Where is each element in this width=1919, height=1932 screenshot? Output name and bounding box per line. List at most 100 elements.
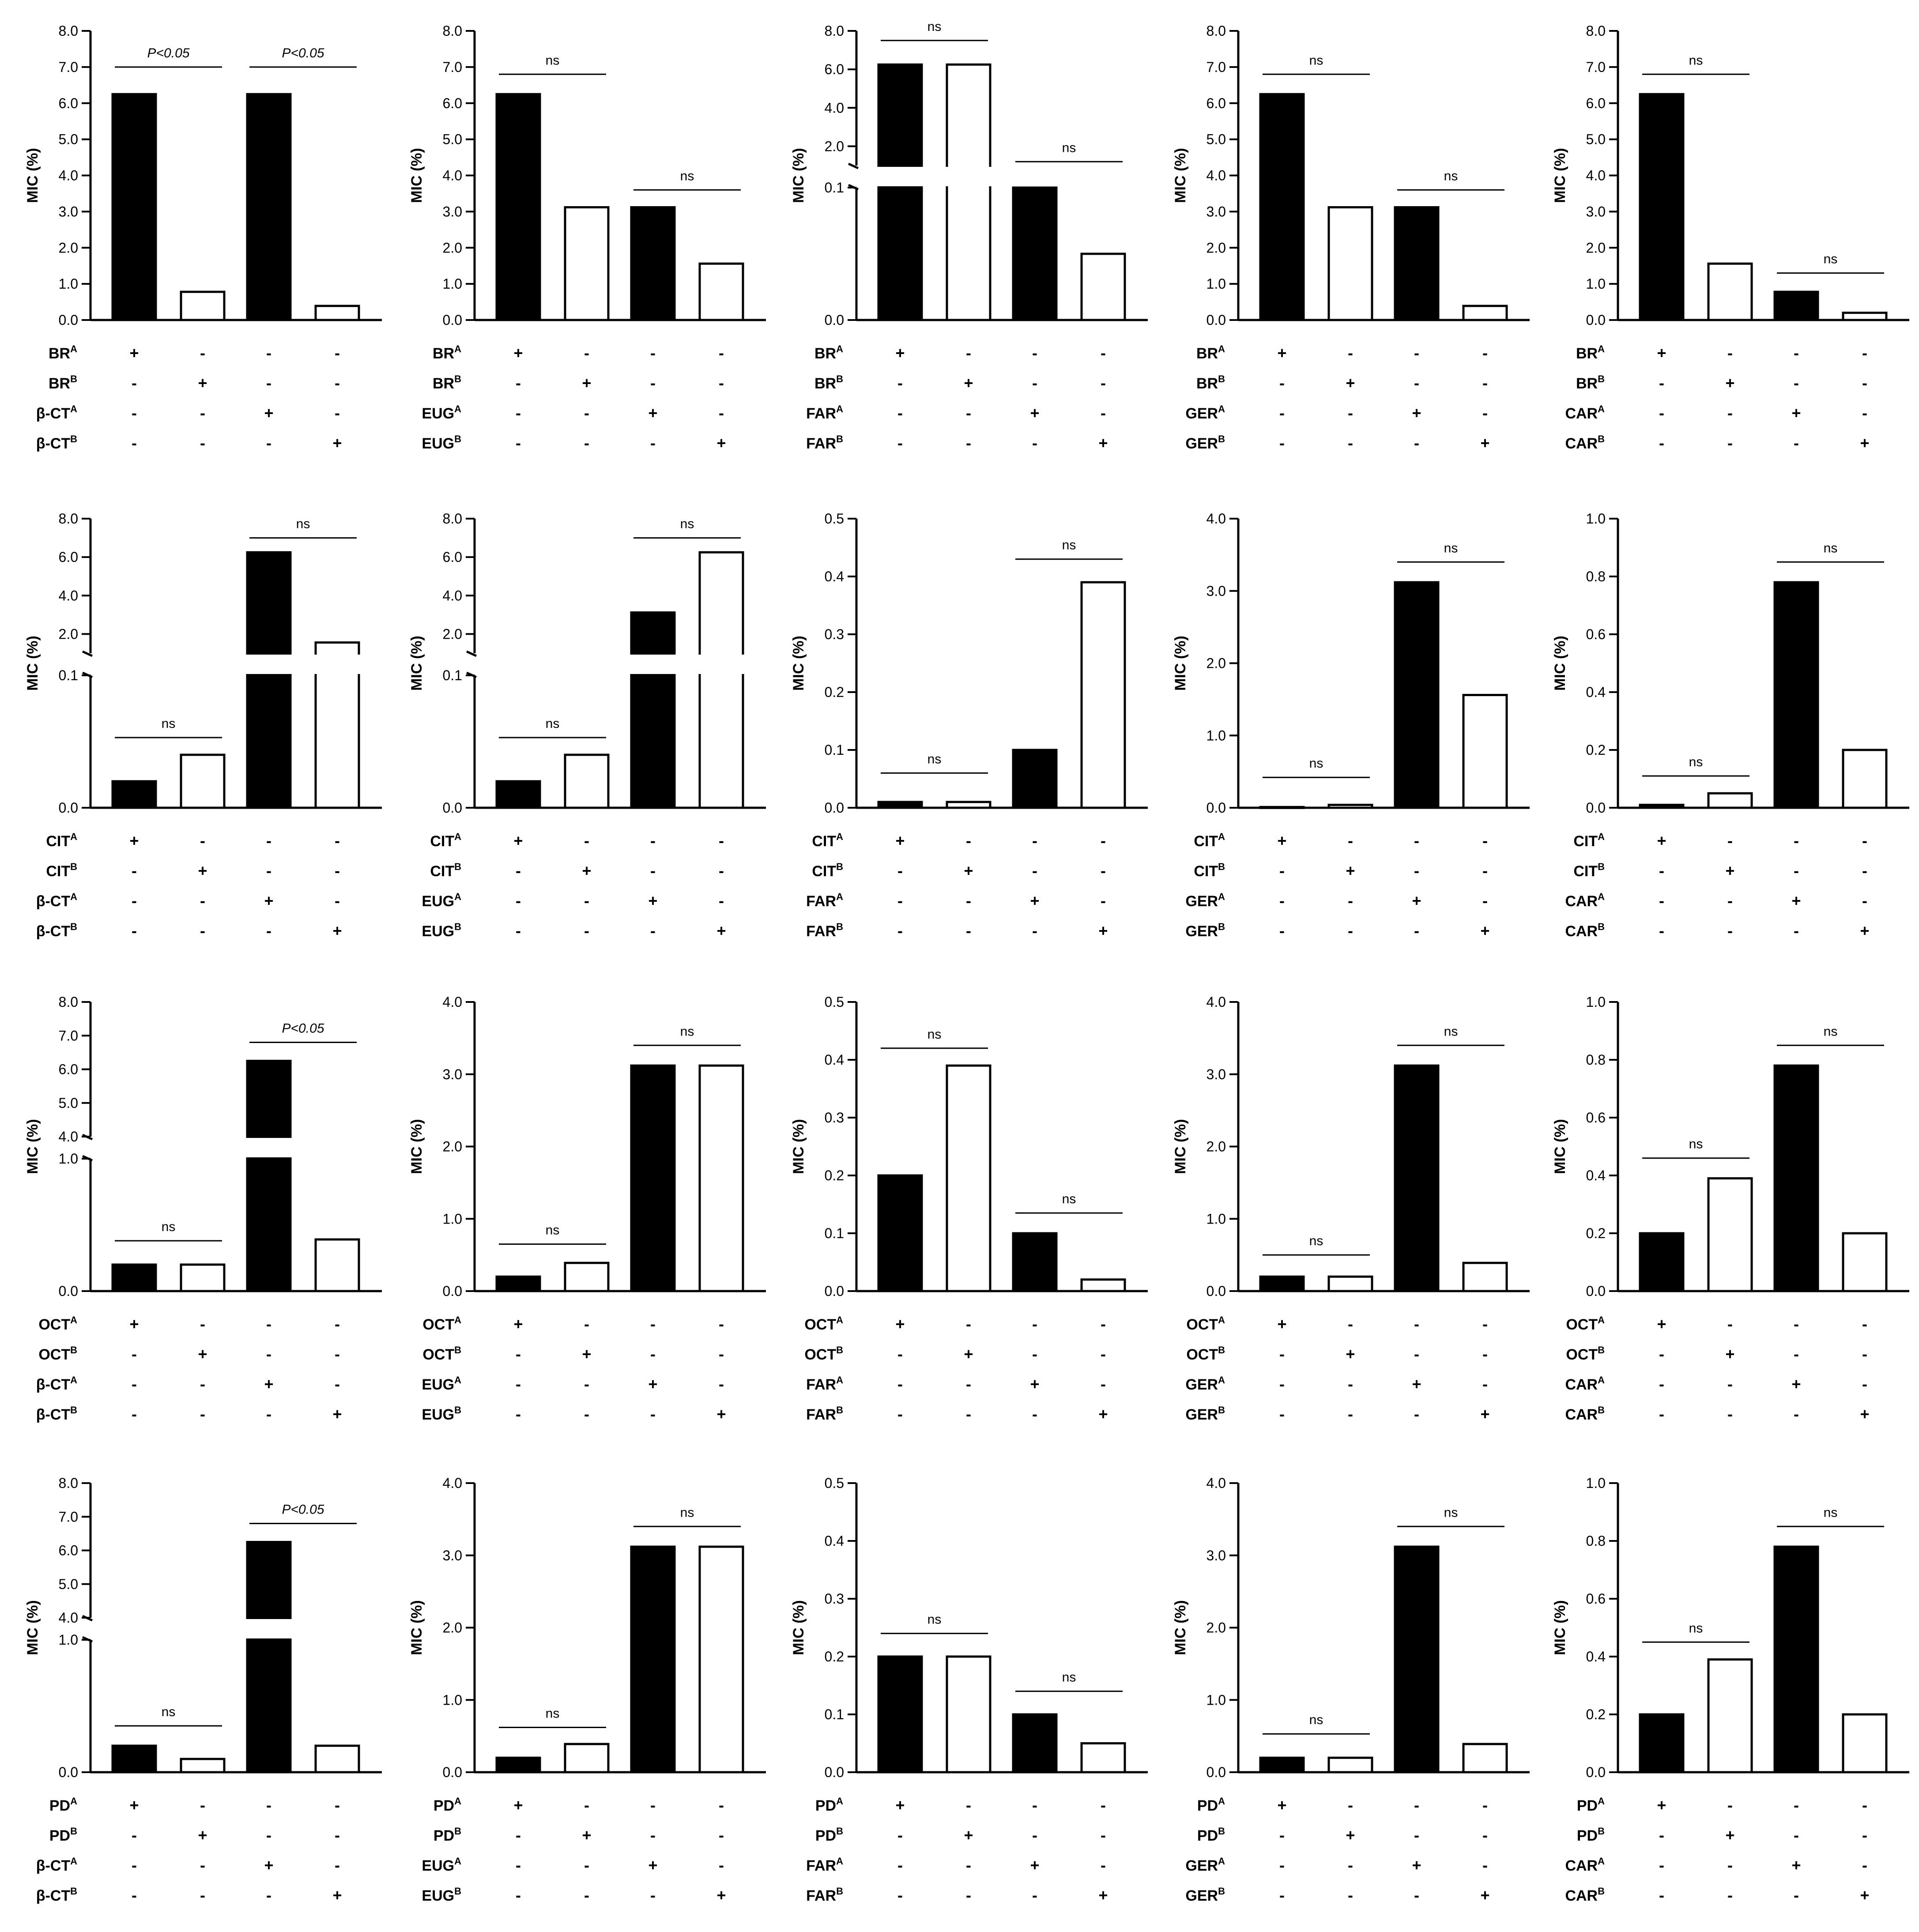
y-tick-label: 0.5 — [825, 1475, 844, 1491]
y-tick-label: 8.0 — [1206, 23, 1226, 39]
row-label: GERA — [1185, 1375, 1225, 1393]
significance-label: P<0.05 — [147, 46, 190, 60]
minus-sign: - — [1862, 404, 1867, 422]
row-label-superscript: A — [454, 1796, 461, 1807]
minus-sign: - — [1659, 1345, 1664, 1363]
minus-sign: - — [1279, 1856, 1285, 1874]
minus-sign: - — [1101, 1375, 1106, 1393]
row-label-superscript: B — [1218, 373, 1225, 384]
y-tick-label: 0.0 — [443, 800, 462, 816]
row-label-superscript: A — [836, 831, 843, 842]
plus-sign: + — [264, 1375, 273, 1393]
minus-sign: - — [132, 1345, 137, 1363]
minus-sign: - — [200, 892, 205, 910]
y-axis-label: MIC (%) — [1552, 1119, 1568, 1174]
y-tick-label: 0.1 — [825, 180, 844, 196]
row-label: β-CTB — [36, 921, 77, 940]
row-label: FARB — [806, 921, 843, 940]
bar — [1012, 186, 1058, 321]
row-label: CARB — [1565, 433, 1605, 452]
plus-sign: + — [1657, 832, 1666, 850]
bar — [111, 1744, 157, 1774]
significance-label: ns — [927, 1027, 942, 1042]
minus-sign: - — [584, 1886, 589, 1904]
y-tick-label: 0.0 — [59, 312, 78, 328]
row-label: PDA — [434, 1796, 461, 1814]
bar — [1394, 1545, 1440, 1774]
y-tick-label: 0.3 — [825, 1110, 844, 1126]
minus-sign: - — [1482, 862, 1488, 880]
row-label-superscript: B — [70, 861, 77, 872]
minus-sign: - — [1482, 832, 1488, 850]
y-tick-label: 0.4 — [1586, 1649, 1606, 1665]
row-label: FARA — [806, 891, 843, 910]
plus-sign: + — [648, 1375, 657, 1393]
y-tick-label: 5.0 — [1206, 132, 1226, 147]
bar — [1773, 290, 1819, 321]
row-label-superscript: B — [454, 373, 461, 384]
significance-label: P<0.05 — [282, 1021, 324, 1036]
plus-sign: + — [1480, 434, 1489, 452]
plus-sign: + — [964, 1345, 973, 1363]
minus-sign: - — [1101, 1826, 1106, 1844]
plus-sign: + — [129, 344, 139, 362]
y-tick-label: 1.0 — [443, 1692, 462, 1708]
chart-panel: MIC (%) 0.0 0.1 2.0 4.0 6.0 8.0 ns ns BRA + - - - BRB -… — [790, 19, 1148, 452]
minus-sign: - — [1862, 1345, 1867, 1363]
minus-sign: - — [897, 1405, 903, 1423]
minus-sign: - — [966, 1796, 971, 1814]
minus-sign: - — [1348, 892, 1353, 910]
minus-sign: - — [266, 1826, 271, 1844]
minus-sign: - — [335, 1796, 340, 1814]
plus-sign: + — [1030, 1856, 1039, 1874]
bar — [111, 780, 157, 809]
bar — [1639, 1232, 1685, 1292]
minus-sign: - — [516, 374, 521, 392]
row-label: GERA — [1185, 403, 1225, 422]
row-label: FARA — [806, 1856, 843, 1874]
minus-sign: - — [1032, 374, 1037, 392]
row-label: GERA — [1185, 1856, 1225, 1874]
minus-sign: - — [897, 374, 903, 392]
y-tick-label: 8.0 — [59, 1475, 78, 1491]
plus-sign: + — [1791, 1375, 1801, 1393]
minus-sign: - — [1348, 344, 1353, 362]
bar — [564, 1262, 610, 1292]
row-label: CITB — [1194, 861, 1225, 880]
row-label: FARB — [806, 1405, 843, 1423]
y-tick-label: 2.0 — [443, 1620, 462, 1636]
row-label: PDB — [1197, 1826, 1225, 1844]
plus-sign: + — [1412, 1375, 1421, 1393]
plus-sign: + — [1030, 404, 1039, 422]
minus-sign: - — [1482, 1345, 1488, 1363]
minus-sign: - — [1727, 922, 1733, 940]
bar — [314, 305, 360, 321]
minus-sign: - — [1862, 892, 1867, 910]
row-label-superscript: B — [1598, 1886, 1605, 1897]
row-label-superscript: A — [1598, 1856, 1605, 1867]
minus-sign: - — [335, 1345, 340, 1363]
significance-label: ns — [546, 1223, 560, 1238]
y-tick-label: 4.0 — [443, 994, 462, 1010]
minus-sign: - — [1279, 922, 1285, 940]
y-tick-label: 3.0 — [1206, 1548, 1226, 1563]
significance-label: ns — [1689, 1137, 1703, 1152]
row-label-superscript: A — [70, 1375, 77, 1386]
y-axis-label: MIC (%) — [790, 1119, 807, 1174]
y-tick-label: 4.0 — [1206, 994, 1226, 1010]
minus-sign: - — [516, 862, 521, 880]
significance-label: ns — [1824, 1505, 1838, 1520]
bar — [1707, 262, 1753, 321]
minus-sign: - — [966, 1886, 971, 1904]
y-axis-label: MIC (%) — [790, 148, 807, 203]
y-tick-label: 1.0 — [1206, 276, 1226, 292]
bar — [246, 551, 292, 809]
minus-sign: - — [335, 832, 340, 850]
row-label: BRA — [1196, 343, 1225, 362]
y-tick-label: 1.0 — [1206, 727, 1226, 743]
row-label-superscript: B — [1598, 921, 1605, 932]
significance-label: ns — [1309, 1234, 1323, 1248]
minus-sign: - — [584, 1405, 589, 1423]
minus-sign: - — [266, 1796, 271, 1814]
row-label-superscript: A — [454, 831, 461, 842]
